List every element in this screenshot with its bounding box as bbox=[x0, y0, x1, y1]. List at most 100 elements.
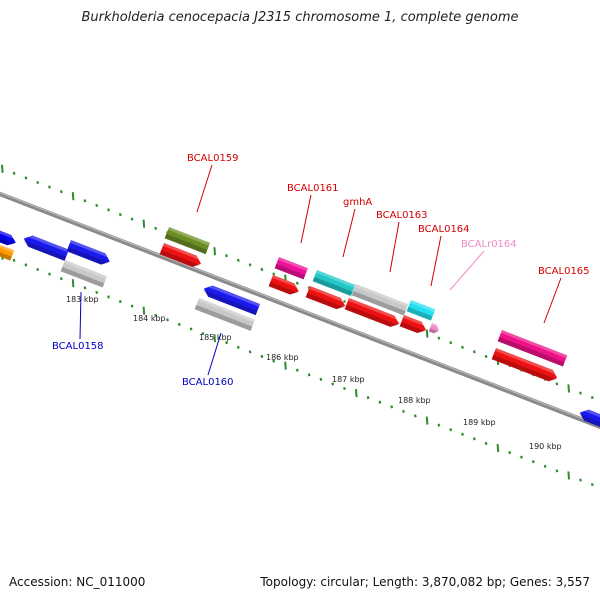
feature-shade bbox=[60, 266, 105, 288]
label-leader bbox=[79, 291, 82, 340]
guide-dot bbox=[12, 171, 16, 175]
gene-label: BCAL0160 bbox=[182, 377, 234, 388]
guide-dot bbox=[201, 332, 205, 336]
feature-shape bbox=[406, 300, 436, 321]
tick-label: 183 kbp bbox=[66, 295, 99, 304]
guide-dot bbox=[71, 279, 75, 288]
feature-shape bbox=[312, 270, 356, 297]
feature-highlight bbox=[204, 285, 261, 307]
guide-dot bbox=[107, 208, 110, 212]
guide-dot bbox=[59, 190, 63, 194]
feature-shade bbox=[23, 239, 67, 261]
guide-dot bbox=[118, 212, 122, 217]
tick-label: 189 kbp bbox=[463, 418, 496, 427]
guide-dot bbox=[378, 400, 382, 404]
red-cds-bcal0163 bbox=[344, 298, 401, 327]
tick-label: 186 kbp bbox=[266, 353, 299, 362]
guide-dot bbox=[225, 254, 228, 258]
feature-highlight bbox=[500, 330, 568, 359]
grey-gene-bcal0158 bbox=[60, 260, 107, 288]
feature-highlight bbox=[494, 348, 559, 376]
guide-dot bbox=[461, 345, 464, 349]
guide-dot bbox=[130, 217, 134, 221]
tick-label: 190 kbp bbox=[529, 442, 562, 451]
feature-highlight bbox=[69, 240, 111, 259]
feature-highlight bbox=[402, 315, 428, 328]
gene-label: BCAL0164 bbox=[418, 224, 470, 235]
feature-shape bbox=[0, 241, 15, 261]
tick-label: 184 kbp bbox=[133, 314, 166, 323]
guide-dot bbox=[154, 313, 158, 317]
feature-shade bbox=[164, 233, 208, 255]
feature-highlight bbox=[271, 275, 300, 289]
blue-fragment-right bbox=[579, 409, 600, 430]
guide-dot bbox=[24, 263, 28, 267]
guide-dot bbox=[177, 322, 181, 326]
guide-dot bbox=[248, 350, 252, 354]
feature-shade bbox=[66, 246, 110, 265]
feature-shade bbox=[428, 328, 439, 334]
guide-dot bbox=[461, 432, 464, 436]
guide-dot bbox=[508, 451, 512, 455]
guide-dot bbox=[437, 336, 441, 340]
tick-label: 185 kbp bbox=[199, 333, 232, 342]
chromosome-backbone bbox=[0, 191, 600, 430]
feature-highlight bbox=[0, 241, 15, 253]
blue-fragment-left bbox=[0, 226, 17, 246]
guide-dot bbox=[248, 263, 252, 267]
guide-dot bbox=[260, 267, 264, 272]
guide-dot bbox=[272, 272, 276, 276]
guide-dot bbox=[496, 443, 500, 453]
guide-dot bbox=[213, 247, 216, 256]
feature-shade bbox=[399, 321, 426, 334]
feature-highlight bbox=[308, 286, 347, 304]
label-leader bbox=[196, 164, 213, 213]
gene-label: BCAL0165 bbox=[538, 266, 590, 277]
guide-dot bbox=[166, 318, 169, 322]
feature-shape bbox=[60, 260, 107, 288]
guide-dot bbox=[472, 437, 476, 441]
feature-highlight bbox=[63, 260, 107, 280]
label-leader bbox=[300, 194, 312, 244]
guide-dot bbox=[355, 389, 358, 398]
guide-dot bbox=[343, 386, 346, 391]
feature-shade bbox=[194, 304, 253, 331]
feature-highlight bbox=[197, 298, 255, 323]
guide-dot bbox=[24, 176, 28, 180]
feature-shade bbox=[305, 292, 345, 310]
guide-dot bbox=[236, 345, 240, 349]
guide-dot bbox=[555, 382, 559, 386]
guide-dot bbox=[295, 368, 299, 372]
feature-shape bbox=[579, 409, 600, 430]
feature-shade bbox=[497, 336, 565, 367]
feature-shape bbox=[351, 284, 409, 316]
feature-shape bbox=[491, 348, 558, 382]
red-cds-bcal0165 bbox=[491, 348, 559, 382]
guide-dot bbox=[71, 192, 75, 201]
feature-shape bbox=[428, 323, 439, 334]
guide-dot bbox=[225, 341, 228, 345]
guide-dot bbox=[567, 384, 570, 393]
guide-dot bbox=[343, 299, 346, 304]
guide-dot bbox=[520, 455, 523, 459]
feature-shape bbox=[23, 235, 69, 261]
label-leader bbox=[430, 235, 442, 287]
guide-dot bbox=[95, 203, 99, 207]
feature-shade bbox=[351, 290, 406, 316]
lower-dotted-guide bbox=[1, 251, 594, 487]
guide-dot bbox=[331, 382, 335, 386]
feature-shape bbox=[0, 226, 16, 246]
guide-dot bbox=[12, 258, 16, 262]
guide-dot bbox=[449, 341, 453, 345]
guide-dot bbox=[413, 414, 417, 418]
red-cds-gmha bbox=[305, 286, 347, 310]
olive-gene-bcal0159 bbox=[164, 227, 211, 255]
guide-dot bbox=[48, 185, 51, 189]
feature-shape bbox=[159, 243, 201, 267]
feature-shade bbox=[203, 289, 258, 316]
guide-dot bbox=[590, 483, 594, 487]
feature-highlight bbox=[24, 235, 69, 253]
guide-dot bbox=[59, 277, 63, 281]
guide-dot bbox=[531, 460, 535, 464]
guide-dot bbox=[437, 423, 441, 427]
